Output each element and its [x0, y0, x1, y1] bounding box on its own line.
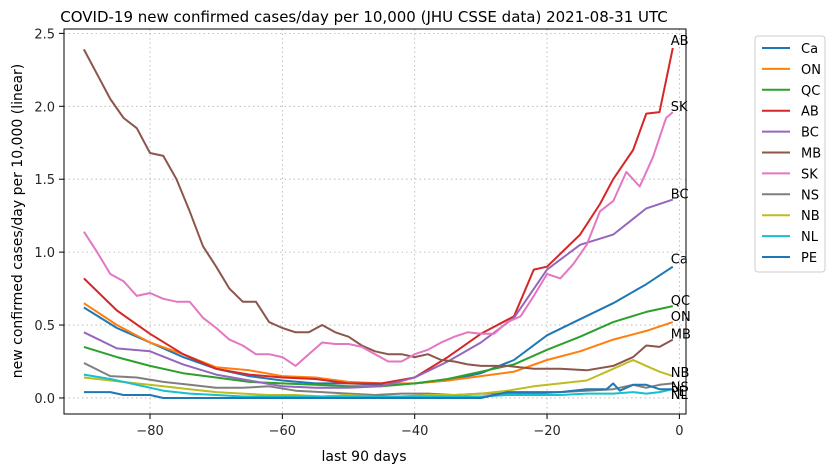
x-axis-label: last 90 days	[321, 449, 406, 465]
plot-frame	[63, 28, 687, 415]
series-end-label-ns: NS	[671, 380, 689, 395]
legend-label: MB	[801, 147, 821, 162]
y-tick-label: 0.5	[34, 319, 55, 334]
series-line-ns	[83, 362, 673, 396]
legend-label: NB	[801, 209, 820, 224]
series-line-ca	[83, 265, 674, 386]
series-line-ab	[83, 47, 674, 385]
y-axis-label: new confirmed cases/day per 10,000 (line…	[10, 64, 26, 379]
legend-label: Ca	[801, 42, 818, 57]
y-tick-label: 1.0	[34, 246, 55, 261]
series-end-label-sk: SK	[671, 100, 688, 115]
series-end-label-ca: Ca	[671, 253, 688, 268]
legend-label: AB	[801, 105, 819, 120]
legend-label: NS	[801, 188, 819, 203]
legend-label: SK	[801, 167, 818, 182]
series-end-label-qc: QC	[671, 294, 690, 309]
x-tick-label: −40	[401, 424, 428, 439]
legend-label: QC	[801, 84, 820, 99]
x-tick-label: −80	[136, 424, 163, 439]
series-end-label-bc: BC	[671, 188, 689, 203]
x-tick-label: −60	[269, 424, 296, 439]
series-lines	[83, 47, 674, 399]
series-end-label-nl: NL	[671, 388, 689, 403]
chart-title: COVID-19 new confirmed cases/day per 10,…	[60, 8, 668, 26]
series-end-label-nb: NB	[671, 366, 690, 381]
legend-label: NL	[801, 230, 819, 245]
series-line-pe	[83, 382, 673, 399]
y-tick-label: 0.0	[34, 392, 55, 407]
x-tick-label: 0	[675, 424, 683, 439]
y-axis-ticks: 0.0 0.5 1.0 1.5 2.0 2.5	[34, 27, 64, 407]
legend-frame	[754, 35, 826, 273]
series-line-nl	[83, 373, 674, 398]
series-line-bc	[83, 198, 674, 389]
legend-label: ON	[801, 63, 821, 78]
x-axis-ticks: −80 −60 −40 −20 0	[136, 414, 684, 439]
y-tick-label: 2.5	[34, 27, 55, 42]
x-tick-label: −20	[533, 424, 560, 439]
grid	[64, 29, 686, 414]
legend-label: PE	[801, 251, 817, 266]
y-tick-label: 1.5	[34, 173, 55, 188]
series-end-label-on: ON	[671, 310, 691, 325]
y-tick-label: 2.0	[34, 100, 55, 115]
series-end-label-ab: AB	[671, 34, 689, 49]
legend: Ca ON QC AB BC MB SK NS NB NL PE	[754, 35, 826, 273]
series-line-mb	[83, 48, 674, 372]
series-line-sk	[83, 111, 674, 367]
legend-label: BC	[801, 126, 819, 141]
series-end-label-mb: MB	[671, 328, 691, 343]
series-end-label-pe: PE	[671, 385, 687, 400]
